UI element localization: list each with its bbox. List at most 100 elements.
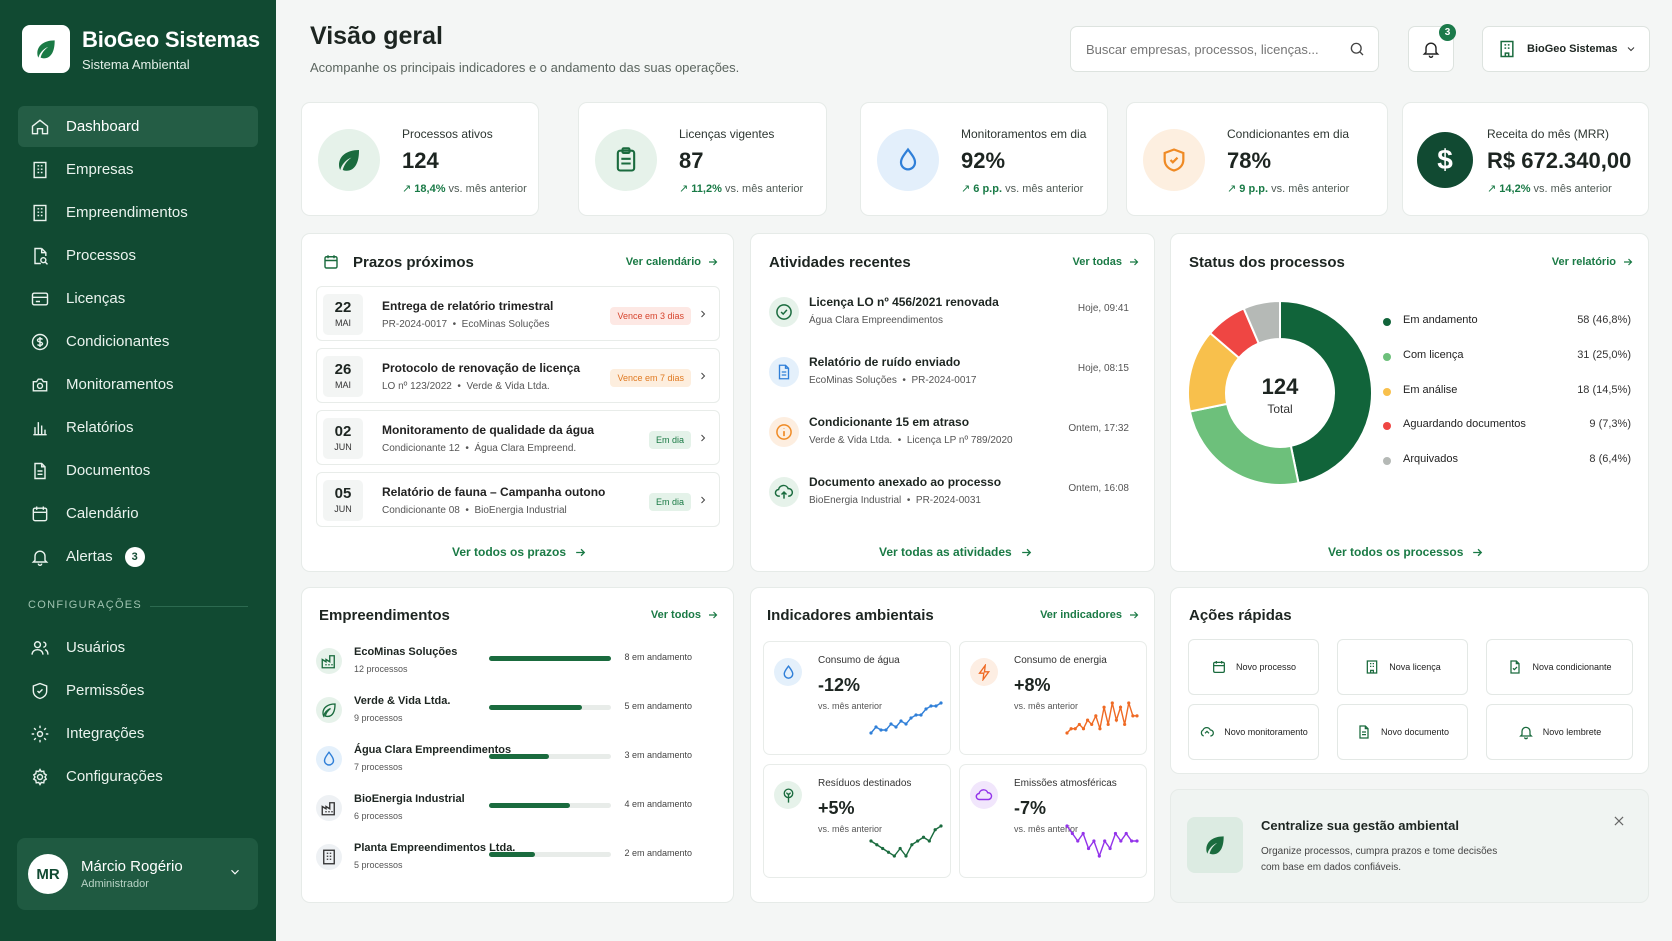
- nav-empresas[interactable]: Empresas: [18, 149, 258, 190]
- indicator-label: Consumo de água: [818, 655, 900, 666]
- view-calendar-link[interactable]: Ver calendário: [626, 256, 719, 268]
- venture-row[interactable]: Verde & Vida Ltda. 9 processos 5 em anda…: [316, 693, 692, 733]
- notifications-button[interactable]: 3: [1408, 24, 1456, 72]
- venture-row[interactable]: BioEnergia Industrial 6 processos 4 em a…: [316, 791, 692, 831]
- calendar-icon: [1213, 661, 1225, 673]
- nav-integracoes[interactable]: Integrações: [18, 713, 258, 754]
- factory-icon: [316, 795, 342, 821]
- nav-dashboard[interactable]: Dashboard: [18, 106, 258, 147]
- sparkline-line: [1066, 702, 1137, 734]
- deadline-subtitle: Condicionante 12 • Água Clara Empreend.: [382, 443, 577, 454]
- promo-banner: Centralize sua gestão ambiental Organize…: [1170, 789, 1649, 903]
- promo-text-line-2: com base em dados confiáveis.: [1261, 862, 1402, 873]
- sparkline-point: [1092, 839, 1096, 843]
- new-license-button[interactable]: Nova licença: [1337, 639, 1468, 695]
- kpi-delta: ↗ 11,2% vs. mês anterior: [679, 183, 804, 195]
- deadline-subtitle: LO nº 123/2022 • Verde & Vida Ltda.: [382, 381, 550, 392]
- search-box: [1070, 26, 1379, 72]
- venture-row[interactable]: Planta Empreendimentos Ltda. 5 processos…: [316, 840, 692, 880]
- nav-relatorios[interactable]: Relatórios: [18, 407, 258, 448]
- view-all-ventures-link[interactable]: Ver todos: [651, 609, 719, 621]
- kpi-card-licencas[interactable]: Licenças vigentes 87 ↗ 11,2% vs. mês ant…: [578, 102, 827, 216]
- sidebar: BioGeo Sistemas Sistema Ambiental Dashbo…: [0, 0, 276, 941]
- indicator-card[interactable]: Consumo de água -12% vs. mês anterior: [763, 641, 951, 755]
- venture-row[interactable]: Água Clara Empreendimentos 7 processos 3…: [316, 742, 692, 782]
- main-nav: Dashboard Empresas Empreendimentos Proce…: [18, 106, 258, 579]
- view-all-activities-footer-link[interactable]: Ver todas as atividades: [879, 545, 1033, 559]
- kpi-card-processos[interactable]: Processos ativos 124 ↗ 18,4% vs. mês ant…: [301, 102, 539, 216]
- new-monitoring-button[interactable]: Novo monitoramento: [1188, 704, 1319, 760]
- sparkline-point: [939, 701, 943, 705]
- deadline-item[interactable]: 26 MAI Protocolo de renovação de licença …: [316, 348, 720, 403]
- close-icon[interactable]: [1612, 814, 1626, 828]
- venture-count: 5 em andamento: [624, 701, 692, 711]
- activity-item[interactable]: Licença LO nº 456/2021 renovada Água Cla…: [769, 293, 1129, 349]
- deadline-subtitle: Condicionante 08 • BioEnergia Industrial: [382, 505, 567, 516]
- deadline-item[interactable]: 02 JUN Monitoramento de qualidade da água…: [316, 410, 720, 465]
- nav-empreendimentos[interactable]: Empreendimentos: [18, 192, 258, 233]
- status-badge: Vence em 3 dias: [610, 307, 691, 325]
- indicator-subtitle: vs. mês anterior: [1014, 824, 1079, 834]
- building-icon: [1500, 40, 1514, 58]
- document-icon: [769, 357, 799, 387]
- view-report-link[interactable]: Ver relatório: [1552, 256, 1634, 268]
- notification-count-badge: 3: [1439, 24, 1456, 41]
- activity-item[interactable]: Condicionante 15 em atraso Verde & Vida …: [769, 413, 1129, 469]
- nav-monitoramentos[interactable]: Monitoramentos: [18, 364, 258, 405]
- sparkline-point: [1076, 839, 1080, 843]
- sparkline-point: [939, 824, 943, 828]
- nav-licencas[interactable]: Licenças: [18, 278, 258, 319]
- new-condition-button[interactable]: Nova condicionante: [1486, 639, 1633, 695]
- donut-slice: [1279, 300, 1373, 485]
- indicator-card[interactable]: Resíduos destinados +5% vs. mês anterior: [763, 764, 951, 878]
- nav-condicionantes[interactable]: Condicionantes: [18, 321, 258, 362]
- nav-permissoes[interactable]: Permissões: [18, 670, 258, 711]
- kpi-card-monitoramentos[interactable]: Monitoramentos em dia 92% ↗ 6 p.p. vs. m…: [860, 102, 1108, 216]
- sparkline-point: [934, 704, 938, 708]
- search-input[interactable]: [1086, 41, 1341, 57]
- view-indicators-link[interactable]: Ver indicadores: [1040, 609, 1140, 621]
- nav-calendario[interactable]: Calendário: [18, 493, 258, 534]
- process-status-panel: Status dos processos Ver relatório 124 T…: [1170, 233, 1649, 572]
- new-document-button[interactable]: Novo documento: [1337, 704, 1468, 760]
- indicator-subtitle: vs. mês anterior: [818, 824, 883, 834]
- kpi-card-receita[interactable]: $ Receita do mês (MRR) R$ 672.340,00 ↗ 1…: [1402, 102, 1649, 216]
- sparkline-point: [1102, 705, 1106, 709]
- deadline-item[interactable]: 22 MAI Entrega de relatório trimestral PR…: [316, 286, 720, 341]
- nav-processos[interactable]: Processos: [18, 235, 258, 276]
- license-icon: [29, 288, 51, 310]
- activity-item[interactable]: Documento anexado ao processo BioEnergia…: [769, 473, 1129, 529]
- nav-alertas[interactable]: Alertas 3: [18, 536, 258, 577]
- new-process-button[interactable]: Novo processo: [1188, 639, 1319, 695]
- search-icon[interactable]: [1348, 40, 1366, 58]
- view-all-processes-link[interactable]: Ver todos os processos: [1328, 545, 1484, 559]
- kpi-value: 87: [679, 148, 704, 173]
- activity-subtitle: Água Clara Empreendimentos: [809, 315, 943, 326]
- arrow-right-icon: [1130, 258, 1139, 266]
- kpi-delta: ↗ 6 p.p. vs. mês anterior: [961, 183, 1084, 195]
- indicator-card[interactable]: Emissões atmosféricas -7% vs. mês anteri…: [959, 764, 1147, 878]
- view-all-activities-link[interactable]: Ver todas: [1072, 256, 1140, 268]
- organization-selector[interactable]: BioGeo Sistemas: [1482, 26, 1650, 72]
- venture-row[interactable]: EcoMinas Soluções 12 processos 8 em anda…: [316, 644, 692, 684]
- venture-count: 2 em andamento: [624, 848, 692, 858]
- home-icon: [29, 116, 51, 138]
- indicator-card[interactable]: Consumo de energia +8% vs. mês anterior: [959, 641, 1147, 755]
- user-menu[interactable]: MR Márcio Rogério Administrador: [17, 838, 258, 910]
- deadlines-panel: Prazos próximos Ver calendário 22 MAI Ent…: [301, 233, 734, 572]
- venture-name: Verde & Vida Ltda.: [354, 695, 451, 707]
- sparkline-point: [898, 846, 902, 851]
- new-reminder-button[interactable]: Novo lembrete: [1486, 704, 1633, 760]
- deadline-item[interactable]: 05 JUN Relatório de fauna – Campanha outo…: [316, 472, 720, 527]
- arrow-right-icon: [1473, 548, 1483, 556]
- view-all-deadlines-link[interactable]: Ver todos os prazos: [452, 545, 587, 559]
- nav-usuarios[interactable]: Usuários: [18, 627, 258, 668]
- kpi-card-condicionantes[interactable]: Condicionantes em dia 78% ↗ 9 p.p. vs. m…: [1126, 102, 1388, 216]
- brand[interactable]: BioGeo Sistemas Sistema Ambiental: [22, 25, 260, 73]
- sparkline-point: [884, 728, 888, 732]
- activity-item[interactable]: Relatório de ruído enviado EcoMinas Solu…: [769, 353, 1129, 409]
- lightning-icon: [970, 658, 998, 686]
- leaf-icon: [1187, 817, 1243, 873]
- nav-documentos[interactable]: Documentos: [18, 450, 258, 491]
- nav-configuracoes[interactable]: Configurações: [18, 756, 258, 797]
